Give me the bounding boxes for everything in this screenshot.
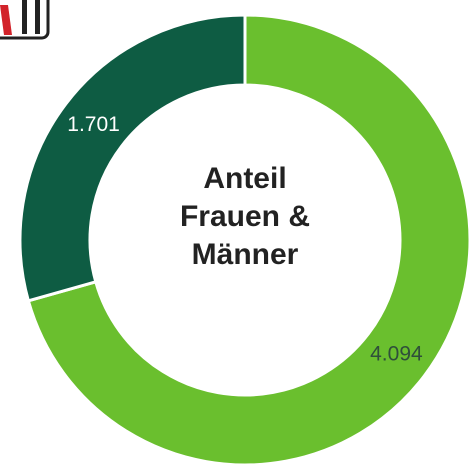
data-label: 1.701 [67,113,120,136]
donut-segment [18,13,247,303]
data-label: 4.094 [370,342,423,365]
chart-title: Anteil Frauen & Männer [179,162,311,271]
logo-icon [0,0,50,40]
donut-segment [26,13,472,467]
